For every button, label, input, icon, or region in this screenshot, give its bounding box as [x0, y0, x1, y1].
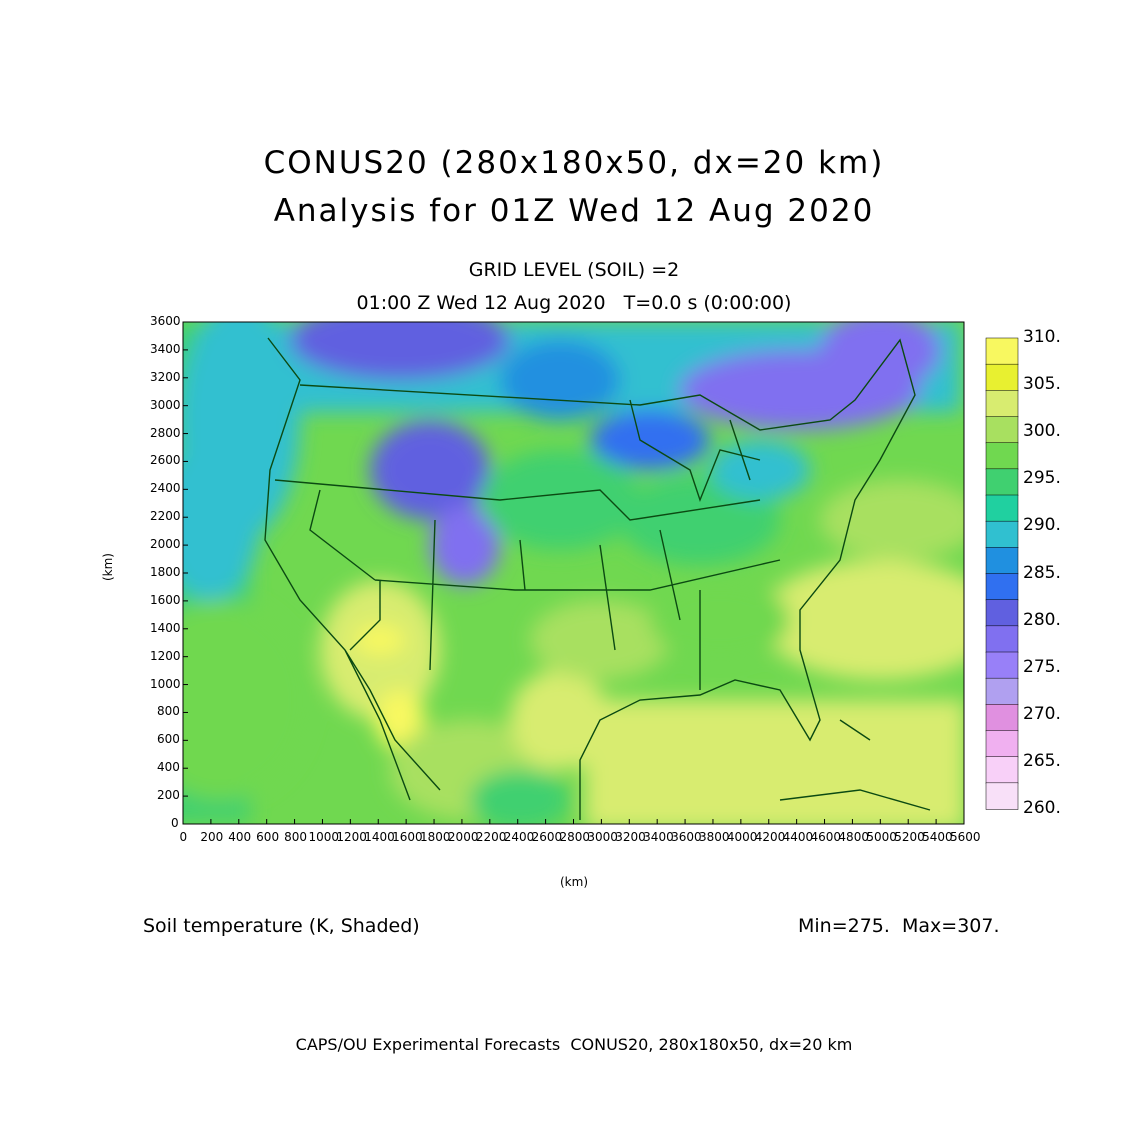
y-tick-label: 1200 — [150, 648, 181, 663]
colorbar-swatch — [985, 599, 1019, 627]
x-tick-label: 3600 — [671, 830, 702, 844]
x-tick-label: 5600 — [950, 830, 981, 844]
y-tick-label: 3000 — [150, 397, 181, 412]
x-tick-label: 5400 — [922, 830, 953, 844]
colorbar-swatch — [985, 677, 1019, 706]
colorbar-swatch — [985, 782, 1019, 810]
x-tick-label: 2800 — [559, 830, 591, 844]
y-tick-label: 2400 — [150, 481, 181, 496]
x-tick-label: 1200 — [336, 830, 367, 844]
colorbar-label: 260. — [1023, 798, 1061, 818]
x-tick-label: 3200 — [615, 830, 646, 844]
x-tick-label: 4400 — [782, 830, 814, 844]
x-axis-label: (km) — [560, 875, 589, 889]
y-tick-label: 1800 — [150, 565, 181, 579]
colorbar-swatch — [985, 547, 1019, 575]
x-tick-label: 4200 — [754, 830, 786, 844]
x-tick-label: 3400 — [643, 830, 674, 844]
colorbar-label: 310. — [1023, 327, 1061, 347]
x-tick-label: 2600 — [531, 830, 563, 844]
colorbar-swatch — [985, 573, 1019, 601]
y-tick-label: 1400 — [150, 620, 181, 635]
map-subtitle: Analysis for 01Z Wed 12 Aug 2020 — [273, 193, 875, 229]
x-axis-ticks — [182, 819, 965, 824]
colorbar-swatch — [985, 390, 1019, 418]
y-tick-label: 3400 — [150, 341, 181, 356]
x-tick-label: 0 — [179, 830, 188, 844]
colorbar-label: 285. — [1023, 562, 1061, 583]
colorbar-label: 270. — [1023, 703, 1061, 724]
x-tick-label: 1800 — [420, 830, 451, 844]
footer-text: CAPS/OU Experimental Forecasts CONUS20, … — [295, 1035, 853, 1054]
x-tick-label: 3800 — [698, 830, 730, 844]
y-tick-label: 1000 — [150, 676, 181, 691]
y-tick-label: 2800 — [150, 425, 181, 440]
x-tick-label: 400 — [228, 830, 252, 844]
x-tick-label: 2400 — [503, 830, 535, 844]
colorbar-label: 295. — [1023, 468, 1061, 489]
colorbar-swatch — [985, 756, 1019, 784]
x-tick-label: 5000 — [866, 830, 897, 844]
y-axis-ticks — [183, 321, 188, 825]
x-tick-label: 3000 — [587, 830, 618, 844]
y-tick-label: 3600 — [150, 314, 181, 328]
y-tick-label: 600 — [157, 732, 180, 747]
x-tick-label: 5200 — [894, 830, 925, 844]
y-axis-label: (km) — [101, 552, 116, 582]
colorbar-swatch — [985, 363, 1019, 392]
temperature-field — [183, 322, 964, 824]
x-tick-label: 4000 — [726, 830, 758, 844]
x-tick-label: 1600 — [392, 830, 423, 844]
x-tick-label: 1000 — [308, 830, 339, 844]
x-tick-label: 200 — [200, 830, 224, 844]
y-tick-label: 3200 — [150, 369, 181, 384]
grid-level-label: GRID LEVEL (SOIL) =2 — [468, 259, 680, 281]
colorbar-swatch — [985, 730, 1019, 758]
y-tick-label: 2200 — [150, 509, 181, 524]
y-tick-label: 2000 — [150, 537, 181, 552]
field-caption: Soil temperature (K, Shaded) — [143, 915, 420, 937]
x-tick-label: 2200 — [475, 830, 507, 844]
x-tick-label: 4800 — [838, 830, 869, 844]
colorbar-swatch — [985, 416, 1019, 444]
min-max-caption: Min=275. Max=307. — [798, 915, 1000, 937]
colorbar-swatch — [985, 337, 1019, 365]
colorbar-label: 265. — [1023, 750, 1061, 771]
colorbar-swatch — [985, 704, 1019, 732]
colorbar-swatch — [985, 651, 1019, 679]
colorbar-swatch — [985, 468, 1019, 496]
y-tick-label: 1600 — [150, 592, 181, 607]
y-tick-label: 2600 — [150, 453, 181, 468]
x-tick-label: 1400 — [364, 830, 395, 844]
x-tick-label: 600 — [256, 830, 280, 844]
y-tick-label: 0 — [171, 816, 179, 830]
colorbar-swatch — [985, 494, 1019, 522]
x-tick-label: 800 — [284, 830, 307, 844]
colorbar-label: 280. — [1023, 609, 1061, 630]
y-tick-label: 200 — [157, 788, 180, 803]
y-tick-label: 400 — [157, 760, 180, 775]
y-tick-label: 800 — [157, 704, 180, 719]
colorbar — [985, 337, 1019, 810]
map-title: CONUS20 (280x180x50, dx=20 km) — [263, 145, 885, 181]
colorbar-label: 290. — [1023, 515, 1061, 536]
x-tick-label: 2000 — [447, 830, 479, 844]
colorbar-swatch — [985, 625, 1019, 653]
valid-time-label: 01:00 Z Wed 12 Aug 2020 T=0.0 s (0:00:00… — [356, 292, 792, 314]
colorbar-swatch — [985, 442, 1019, 470]
colorbar-label: 305. — [1023, 374, 1061, 395]
colorbar-label: 275. — [1023, 656, 1061, 677]
map-outlines — [264, 337, 931, 820]
colorbar-swatch — [985, 520, 1019, 549]
colorbar-label: 300. — [1023, 421, 1061, 442]
x-tick-label: 4600 — [810, 830, 842, 844]
